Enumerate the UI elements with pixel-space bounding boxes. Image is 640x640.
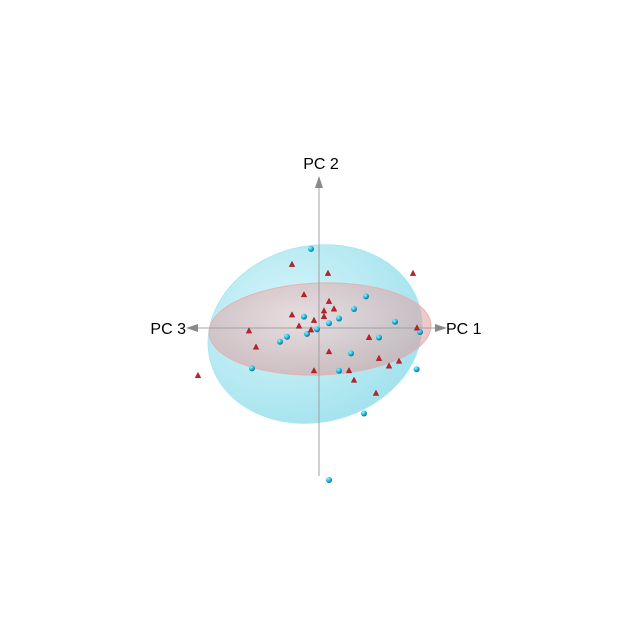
group-ellipsoids (207, 244, 432, 424)
group-2-point-24 (413, 324, 421, 331)
group-2-point-10 (295, 322, 303, 329)
group-1-point-19 (326, 477, 332, 483)
group-1-point-4 (376, 334, 382, 341)
pc2-axis-label: PC 2 (303, 156, 339, 173)
group-1-point-14 (249, 365, 255, 372)
axes: PC 2 PC 1 PC 3 (150, 156, 482, 476)
pc3-axis-arrow-icon (186, 324, 198, 332)
group-1-point-12 (284, 333, 290, 340)
group-2-point-7 (330, 305, 338, 312)
group-1-point-9 (314, 326, 320, 333)
group-1-point-8 (326, 320, 332, 327)
group-1-point-17 (417, 329, 423, 335)
group-2-point-5 (325, 297, 333, 304)
group-2-point-18 (345, 367, 353, 374)
group-1-point-13 (277, 338, 283, 345)
group-1-point-3 (392, 318, 398, 325)
group-2-point-17 (375, 354, 383, 361)
group-2-point-20 (385, 362, 393, 369)
group-1-point-16 (348, 350, 354, 357)
pc1-axis-label: PC 1 (446, 321, 482, 338)
group-2-point-12 (307, 326, 315, 333)
group-1-point-1 (413, 366, 420, 373)
group-1-point-2 (308, 245, 314, 252)
pc2-axis-arrow-icon (315, 176, 323, 188)
group-2-point-16 (325, 348, 333, 355)
group-2-point-11 (288, 311, 296, 318)
group-2-point-4 (300, 291, 308, 298)
data-points (194, 245, 423, 483)
group-2-point-25 (310, 367, 318, 374)
group-1-point-6 (351, 306, 357, 312)
pc1-axis-arrow-icon (435, 324, 447, 332)
group-2-ellipsoid (208, 282, 432, 376)
group-2-point-13 (252, 343, 260, 350)
group-2-point-23 (194, 371, 202, 378)
group-2-point-15 (365, 333, 373, 340)
group-1-point-7 (336, 315, 342, 322)
group-2-point-14 (245, 327, 253, 334)
group-2-point-22 (372, 389, 380, 396)
group-2-point-19 (350, 376, 358, 383)
group-1-point-10 (304, 330, 310, 337)
group-1-point-5 (363, 293, 369, 300)
group-2-point-9 (310, 316, 318, 323)
group-2-point-2 (324, 269, 332, 276)
group-2-point-3 (409, 269, 417, 276)
group-1-point-11 (301, 313, 307, 320)
group-1-point-15 (336, 367, 342, 374)
pc3-axis-label: PC 3 (150, 321, 186, 338)
group-2-point-21 (395, 357, 403, 364)
group-2-point-8 (320, 312, 328, 319)
group-2-point-1 (288, 260, 296, 267)
group-1-point-18 (361, 410, 367, 417)
